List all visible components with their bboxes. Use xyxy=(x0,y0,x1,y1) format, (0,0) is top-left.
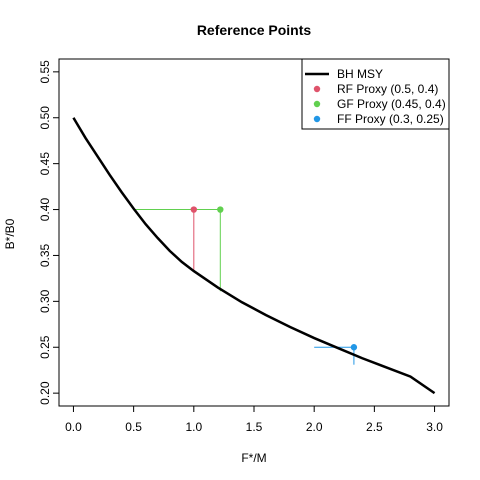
y-tick-label-4: 0.40 xyxy=(38,198,52,222)
legend-key-2 xyxy=(313,100,321,108)
y-tick-label-3: 0.35 xyxy=(38,243,52,267)
chart-title: Reference Points xyxy=(197,22,312,38)
x-tick-label-6: 3.0 xyxy=(426,420,443,434)
legend-key-1 xyxy=(313,85,321,93)
y-tick-label-1: 0.25 xyxy=(38,335,52,359)
legend-box xyxy=(301,58,450,130)
x-tick-label-3: 1.5 xyxy=(246,420,263,434)
legend-label-0: BH MSY xyxy=(337,67,383,81)
x-tick-label-2: 1.0 xyxy=(185,420,202,434)
x-tick-label-1: 0.5 xyxy=(125,420,142,434)
y-tick-label-5: 0.45 xyxy=(38,152,52,176)
legend-label-3: FF Proxy (0.3, 0.25) xyxy=(337,112,444,126)
y-tick-label-0: 0.20 xyxy=(38,381,52,405)
legend-key-3 xyxy=(313,115,321,123)
plot-area xyxy=(72,117,436,395)
x-tick-label-5: 2.5 xyxy=(366,420,383,434)
ref-point-1 xyxy=(217,206,224,213)
legend-label-2: GF Proxy (0.45, 0.4) xyxy=(337,97,446,111)
bh-msy-curve xyxy=(72,117,436,395)
legend-label-1: RF Proxy (0.5, 0.4) xyxy=(337,82,438,96)
x-axis-label: F*/M xyxy=(241,451,266,465)
y-tick-label-7: 0.55 xyxy=(38,60,52,84)
ref-point-0 xyxy=(190,206,198,213)
axes: 0.0 0.5 1.0 1.5 2.0 2.5 3.0 0.20 0.25 0.30 0.35 0.4… xyxy=(38,58,450,434)
x-tick-label-0: 0.0 xyxy=(65,420,82,434)
ref-point-2 xyxy=(350,344,358,351)
y-axis-label: B*/B0 xyxy=(3,218,17,249)
x-tick-label-4: 2.0 xyxy=(306,420,323,434)
y-tick-label-2: 0.30 xyxy=(38,289,52,313)
y-tick-label-6: 0.50 xyxy=(38,106,52,130)
